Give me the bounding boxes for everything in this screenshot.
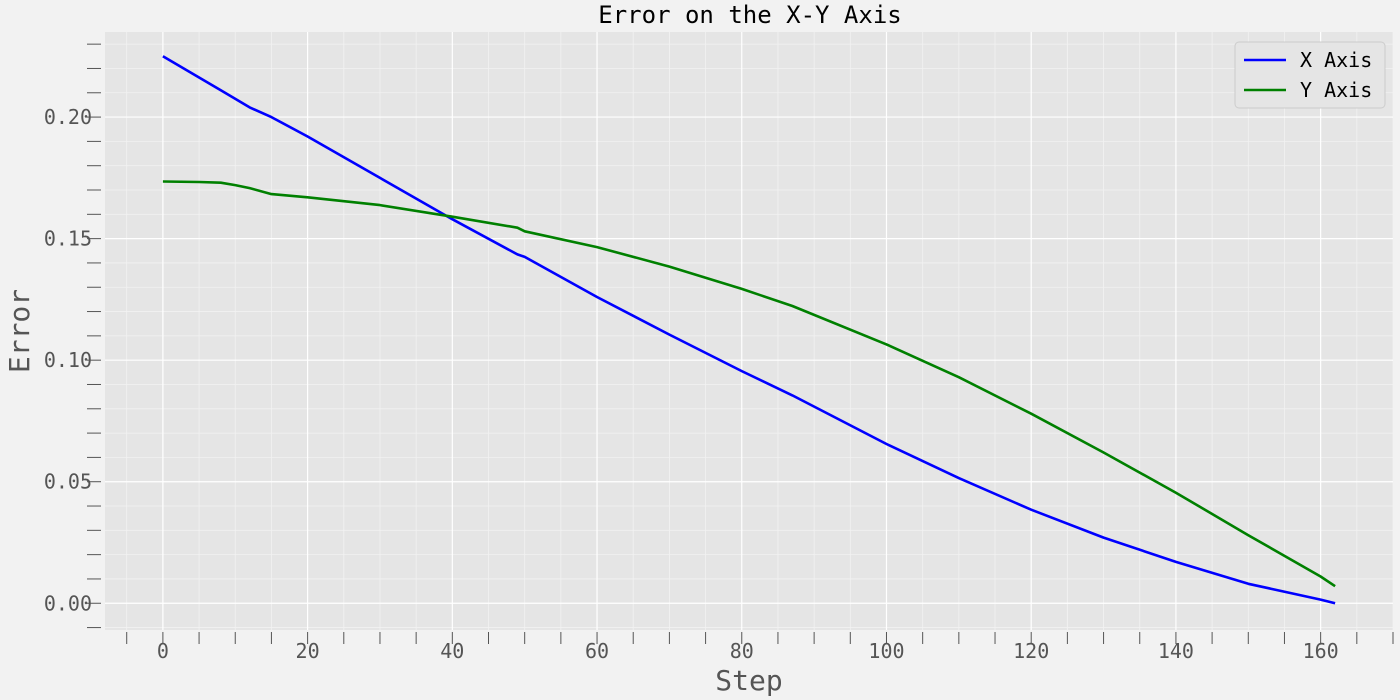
plot-background: [105, 32, 1393, 630]
y-tick-label: 0.10: [44, 348, 92, 372]
x-tick-label: 160: [1303, 639, 1339, 663]
y-tick-label: 0.00: [44, 591, 92, 615]
x-axis-label: Step: [715, 664, 782, 697]
x-tick-label: 0: [157, 639, 169, 663]
legend-label: X Axis: [1300, 48, 1372, 72]
x-tick-label: 80: [730, 639, 754, 663]
x-tick-label: 60: [585, 639, 609, 663]
series-line-x-axis: [162, 55, 1336, 605]
x-tick-label: 40: [440, 639, 464, 663]
grid-lines: [105, 32, 1394, 630]
legend-box: [1234, 41, 1386, 109]
chart-title: Error on the X-Y Axis: [598, 1, 901, 29]
series-lines: [162, 55, 1336, 605]
x-tick-label: 100: [868, 639, 904, 663]
axes: 0 20 40 60 80 100 120 140 160 0.00 0.05 0.10 0.15 0.2…: [44, 43, 1394, 663]
y-tick-label: 0.20: [44, 105, 92, 129]
x-tick-label: 120: [1013, 639, 1049, 663]
y-axis-label: Error: [3, 289, 36, 373]
y-tick-label: 0.15: [44, 227, 92, 251]
y-tick-label: 0.05: [44, 470, 92, 494]
legend: X Axis Y Axis: [1234, 41, 1386, 109]
x-tick-label: 20: [296, 639, 320, 663]
x-tick-label: 140: [1158, 639, 1194, 663]
legend-label: Y Axis: [1300, 78, 1372, 102]
series-line-y-axis: [162, 180, 1336, 588]
